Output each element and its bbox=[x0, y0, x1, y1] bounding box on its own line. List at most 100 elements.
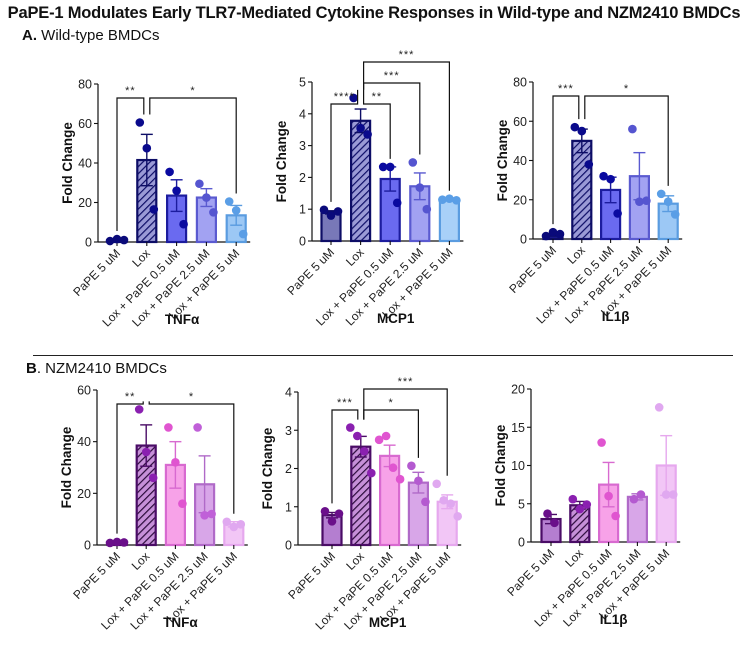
significance-bracket bbox=[148, 401, 235, 514]
data-point bbox=[395, 474, 405, 484]
data-point bbox=[356, 123, 365, 133]
data-point bbox=[178, 499, 187, 508]
bar bbox=[350, 445, 372, 547]
significance-label: * bbox=[189, 391, 194, 403]
data-point bbox=[238, 229, 248, 239]
significance-bracket bbox=[363, 61, 450, 191]
data-point bbox=[568, 494, 578, 504]
y-tick-label: 2 bbox=[285, 462, 292, 476]
y-tick-label: 20 bbox=[78, 196, 92, 210]
x-axis-title: TNFα bbox=[165, 312, 200, 327]
data-point bbox=[611, 511, 620, 521]
data-point bbox=[422, 204, 432, 214]
data-point bbox=[149, 205, 159, 214]
y-axis-label: Fold Change bbox=[60, 122, 75, 204]
data-point bbox=[453, 512, 463, 521]
data-point bbox=[577, 126, 587, 136]
data-point bbox=[320, 507, 330, 516]
y-tick-label: 0 bbox=[520, 233, 527, 247]
data-point bbox=[661, 490, 671, 499]
data-point bbox=[582, 500, 592, 509]
data-point bbox=[353, 431, 362, 441]
data-point bbox=[363, 130, 372, 139]
data-point bbox=[135, 118, 145, 127]
data-point bbox=[378, 162, 388, 172]
x-tick-label: Lox bbox=[562, 546, 586, 570]
data-point bbox=[543, 509, 552, 518]
data-point bbox=[636, 490, 646, 499]
y-tick-label: 0 bbox=[285, 539, 292, 553]
data-point bbox=[367, 468, 376, 478]
data-point bbox=[670, 210, 680, 219]
data-point bbox=[628, 124, 637, 134]
x-tick-label: Lox bbox=[129, 246, 153, 270]
y-tick-label: 5 bbox=[518, 497, 525, 511]
data-point bbox=[105, 538, 115, 548]
data-point bbox=[439, 495, 449, 505]
significance-bracket bbox=[330, 89, 359, 202]
data-point bbox=[541, 231, 551, 241]
y-tick-label: 60 bbox=[513, 115, 527, 129]
data-point bbox=[445, 194, 454, 204]
y-tick-label: 3 bbox=[299, 139, 306, 153]
data-point bbox=[112, 537, 122, 547]
x-axis-title: TNFα bbox=[163, 615, 198, 630]
data-point bbox=[165, 167, 174, 177]
section-divider bbox=[33, 355, 733, 356]
data-point bbox=[408, 158, 418, 167]
data-point bbox=[388, 463, 398, 473]
x-tick-label: PaPE 5 uM bbox=[70, 549, 123, 602]
data-point bbox=[222, 517, 232, 527]
x-axis-title: IL1β bbox=[602, 309, 630, 324]
data-point bbox=[224, 197, 234, 206]
y-tick-label: 0 bbox=[84, 539, 91, 553]
data-point bbox=[575, 504, 585, 514]
data-point bbox=[604, 491, 613, 501]
bar bbox=[626, 495, 649, 544]
data-point bbox=[142, 143, 152, 153]
x-tick-label: PaPE 5 uM bbox=[284, 245, 337, 298]
y-axis-label: Fold Change bbox=[495, 119, 510, 201]
significance-bracket bbox=[363, 409, 419, 458]
data-point bbox=[112, 234, 122, 244]
y-tick-label: 40 bbox=[513, 154, 527, 168]
data-point bbox=[629, 494, 639, 504]
data-point bbox=[171, 458, 180, 467]
data-point bbox=[656, 189, 666, 199]
significance-label: *** bbox=[399, 49, 415, 61]
data-point bbox=[134, 405, 144, 414]
y-tick-label: 80 bbox=[78, 78, 92, 92]
significance-label: *** bbox=[384, 70, 400, 82]
data-point bbox=[349, 93, 358, 103]
significance-bracket bbox=[116, 401, 144, 534]
y-axis-label: Fold Change bbox=[260, 427, 275, 509]
significance-label: ** bbox=[372, 91, 383, 103]
significance-bracket bbox=[552, 95, 580, 225]
significance-bracket bbox=[331, 409, 359, 504]
data-point bbox=[548, 227, 558, 237]
y-tick-label: 40 bbox=[77, 435, 91, 449]
significance-label: * bbox=[190, 85, 195, 97]
data-point bbox=[550, 518, 559, 528]
data-point bbox=[326, 211, 336, 220]
y-tick-label: 1 bbox=[285, 500, 292, 514]
y-tick-label: 60 bbox=[78, 117, 92, 131]
x-axis-title: MCP1 bbox=[369, 615, 407, 630]
data-point bbox=[209, 208, 218, 217]
data-point bbox=[555, 229, 565, 239]
data-point bbox=[119, 538, 129, 547]
data-point bbox=[385, 162, 395, 172]
y-tick-label: 60 bbox=[77, 384, 91, 398]
significance-bracket bbox=[363, 388, 448, 476]
x-tick-label: PaPE 5 uM bbox=[504, 546, 557, 599]
section-a-letter: A. bbox=[22, 27, 37, 44]
x-tick-label: Lox bbox=[564, 243, 588, 267]
y-tick-label: 4 bbox=[299, 107, 306, 121]
y-tick-label: 4 bbox=[285, 386, 292, 400]
y-tick-label: 20 bbox=[511, 383, 525, 397]
data-point bbox=[172, 186, 181, 195]
data-point bbox=[606, 174, 615, 184]
